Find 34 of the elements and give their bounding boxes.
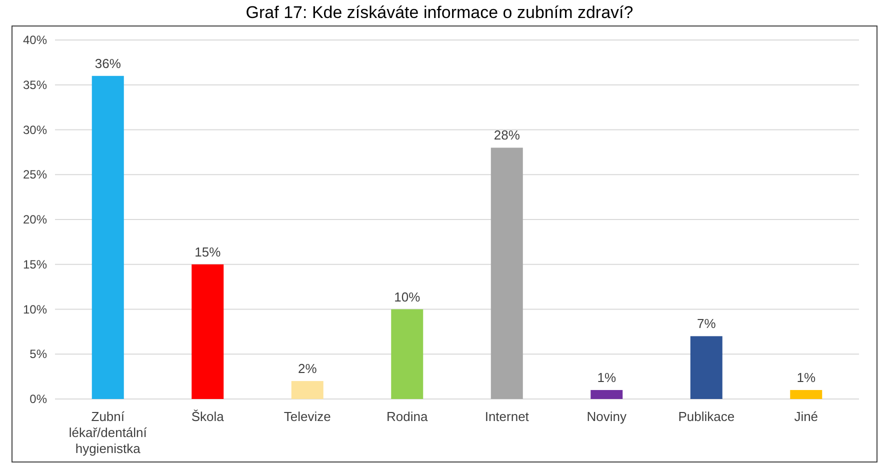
data-label: 7% (696, 316, 716, 332)
y-tick-label: 20% (22, 212, 48, 226)
bar (690, 336, 722, 399)
y-tick-label: 35% (22, 78, 48, 92)
bar (790, 390, 822, 399)
data-label: 2% (298, 361, 318, 376)
x-tick-label: Zubní lékař/dentální hygienistka (68, 409, 148, 456)
data-label: 1% (796, 370, 816, 386)
y-tick-label: 25% (22, 168, 48, 182)
data-label: 28% (494, 128, 520, 143)
bar (490, 148, 523, 399)
x-tick-label: Rodina (386, 409, 428, 424)
x-tick-label: Škola (191, 409, 225, 424)
y-tick-label: 10% (22, 302, 48, 316)
x-tick-label: Internet (484, 409, 530, 424)
x-tick-label: Noviny (586, 409, 627, 424)
data-label: 36% (94, 56, 122, 71)
y-tick-label: 5% (30, 347, 48, 362)
y-tick-label: 40% (22, 33, 48, 47)
bar (391, 309, 424, 399)
x-tick-label: Jiné (794, 409, 818, 424)
bar (291, 381, 324, 399)
bar (192, 264, 224, 399)
x-tick-label: Publikace (678, 409, 735, 424)
y-tick-label: 15% (22, 257, 48, 272)
bar (92, 76, 124, 399)
data-label: 1% (597, 370, 616, 386)
chart-title: Graf 17: Kde získáváte informace o zubním zdraví? (246, 3, 634, 22)
data-label: 10% (394, 289, 421, 304)
y-tick-label: 0% (30, 392, 48, 406)
y-tick-label: 30% (22, 122, 48, 137)
data-label: 15% (194, 244, 222, 260)
x-tick-label: Televize (284, 409, 331, 424)
bar (590, 390, 623, 399)
